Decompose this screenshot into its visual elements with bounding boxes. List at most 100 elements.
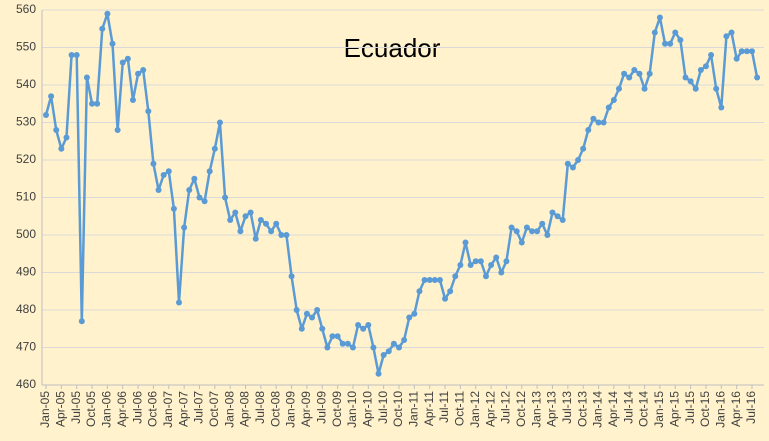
data-point [411,310,418,317]
data-point [48,93,55,100]
data-point [462,239,469,246]
data-point [585,127,592,133]
data-point [237,228,244,235]
y-tick-label: 510 [16,190,36,204]
data-point [406,314,413,321]
data-point [529,228,536,235]
data-point [170,205,177,212]
data-point [702,63,709,70]
data-point [718,104,725,111]
x-tick-label: Jul-05 [69,391,83,424]
data-point [349,344,356,351]
x-tick-label: Jul-07 [192,391,206,424]
x-tick-label: Oct-06 [146,391,160,427]
data-point [672,29,679,36]
y-tick-label: 470 [16,340,36,354]
x-tick-label: Apr-07 [176,391,190,427]
x-tick-label: Apr-14 [606,391,620,427]
data-point [488,262,495,268]
data-point [278,232,285,238]
data-point [268,228,275,235]
data-point [89,100,96,107]
data-point [355,322,362,328]
data-point [129,97,136,103]
x-tick-label: Jan-14 [591,391,605,428]
data-point [692,85,699,92]
data-point [436,277,443,283]
x-tick-label: Jul-10 [376,391,390,424]
x-tick-label: Apr-11 [422,391,436,426]
x-tick-label: Jan-05 [38,391,52,428]
y-tick-label: 500 [16,227,36,241]
data-point [677,37,684,43]
data-point [160,172,167,178]
x-tick-label: Oct-14 [637,391,651,427]
x-tick-label: Oct-15 [698,391,712,427]
data-point [155,187,162,193]
data-point [600,119,607,126]
data-point [109,40,116,47]
data-point [293,307,300,313]
data-point [421,277,428,283]
data-point [728,29,735,36]
data-point [646,70,653,77]
data-point [733,55,740,62]
data-point [68,52,75,58]
data-point [63,134,70,141]
data-point [344,340,351,347]
data-point [375,370,382,377]
data-point [201,198,208,205]
x-tick-label: Jul-12 [499,391,513,424]
data-point [626,74,633,81]
data-point [390,340,397,347]
data-point [580,145,587,152]
data-point [651,29,658,36]
data-point [181,224,188,231]
x-tick-label: Jul-14 [621,391,635,424]
data-point [43,112,49,118]
data-point [713,85,720,92]
data-point [140,67,147,73]
data-point [385,348,392,355]
data-point [83,74,90,81]
x-tick-label: Jul-16 [744,391,758,424]
y-tick-label: 480 [16,302,36,316]
x-tick-label: Jul-09 [314,391,328,424]
x-tick-label: Apr-05 [54,391,68,427]
x-tick-label: Oct-11 [453,391,467,426]
data-point [216,119,223,126]
data-point [564,160,571,167]
data-point [339,340,346,347]
data-point [303,310,310,317]
data-point [656,14,663,21]
data-point [365,322,372,328]
data-point [288,273,295,280]
data-point [687,78,694,85]
x-tick-label: Jul-15 [683,391,697,424]
x-tick-label: Jan-07 [161,391,175,428]
data-point [94,100,101,107]
data-point [298,325,305,332]
data-point [196,194,203,201]
data-point [58,145,65,152]
x-tick-label: Jan-11 [407,391,421,427]
data-point [324,344,331,351]
data-point [615,85,622,92]
data-point [150,160,157,167]
data-point [329,333,336,340]
data-point [708,52,715,58]
data-point [472,258,479,265]
data-point [743,48,750,55]
x-tick-label: Jul-08 [253,391,267,424]
x-tick-label: Jan-15 [652,391,666,428]
data-point [605,104,612,111]
data-point [682,74,689,81]
data-point [590,115,597,122]
x-tick-label: Jul-06 [130,391,144,424]
y-tick-label: 490 [16,265,36,279]
data-point [518,239,525,246]
x-tick-label: Jan-08 [222,391,236,428]
data-point [283,232,290,238]
data-point [416,288,423,295]
